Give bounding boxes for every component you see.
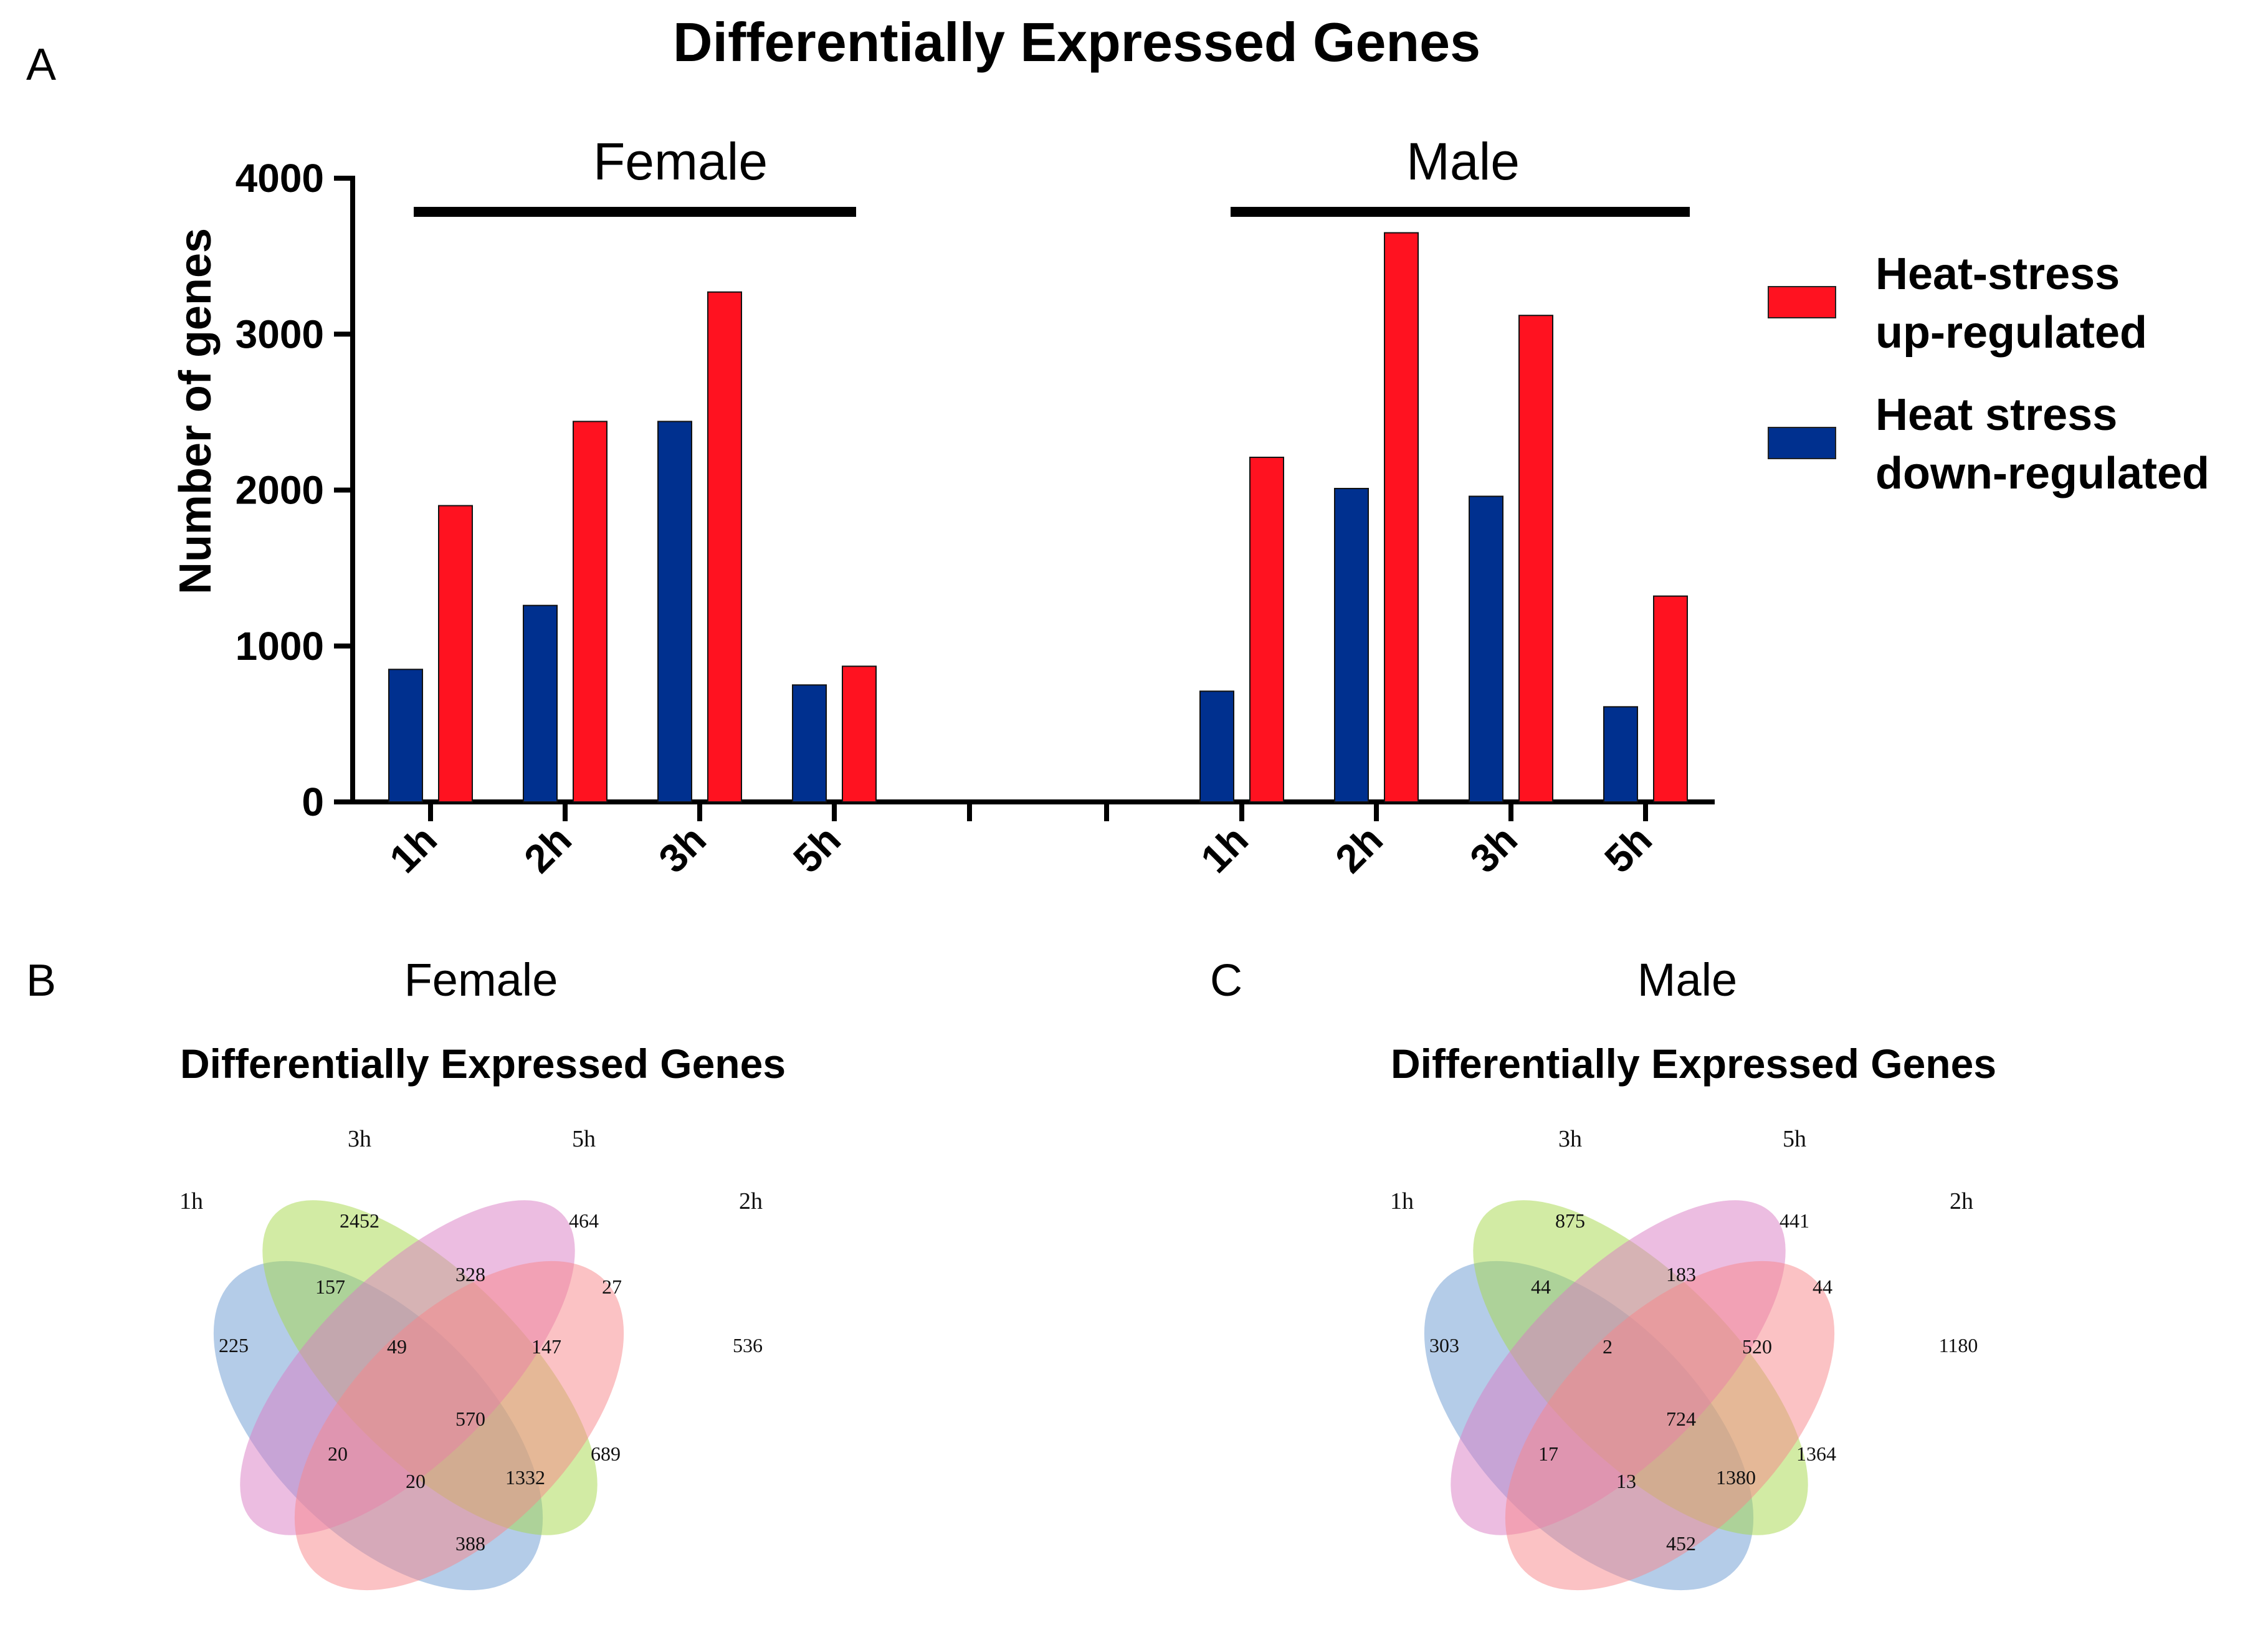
x-tick-label: 5h [1596, 817, 1660, 882]
venn-male-title: Differentially Expressed Genes [1391, 1041, 1996, 1087]
bar-down [1199, 690, 1234, 803]
venn-male-diagram: 1h 3h 5h 2h 303 875 441 1180 44 183 44 2 520 724 1… [1390, 1126, 1978, 1591]
y-tick-label: 2000 [236, 468, 324, 513]
venn-region-value: 225 [219, 1334, 249, 1356]
venn-female-panel-label: Female [404, 954, 558, 1006]
bar-up [1384, 232, 1419, 803]
venn-region-value: 27 [602, 1275, 622, 1298]
x-tick-label: 2h [515, 817, 580, 882]
venn-female-set-label-1h: 1h [179, 1188, 203, 1214]
venn-male-ellipse-2h [1505, 1261, 1835, 1591]
venn-male-panel: C Male Differentially Expressed Genes 1h… [1210, 954, 1996, 1591]
y-tick-label: 1000 [236, 624, 324, 669]
legend: Heat-stress up-regulated Heat stress dow… [1768, 249, 2209, 498]
legend-swatch-up [1768, 286, 1836, 318]
venn-female-panel: B Female Differentially Expressed Genes … [26, 954, 786, 1591]
x-tick-label: 3h [650, 817, 715, 882]
venn-region-value: 388 [455, 1532, 485, 1555]
venn-female-region-values: 225 2452 464 536 157 328 27 49 147 570 20 20 1332 689… [219, 1209, 763, 1555]
bar-up [1653, 595, 1688, 803]
venn-female-set-label-2h: 2h [739, 1188, 763, 1214]
venn-region-value: 157 [315, 1275, 345, 1298]
venn-male-set-label-5h: 5h [1783, 1126, 1806, 1152]
y-axis-label: Number of genes [171, 228, 221, 594]
legend-label-down-line2: down-regulated [1875, 449, 2209, 498]
venn-region-value: 328 [455, 1263, 485, 1285]
x-tick-label: 2h [1327, 817, 1391, 882]
venn-region-value: 441 [1780, 1209, 1809, 1232]
venn-region-value: 689 [591, 1442, 621, 1465]
venn-female-ellipse-2h [294, 1261, 624, 1591]
bar-down [388, 669, 423, 803]
bar-up [438, 505, 473, 803]
legend-label-down-line1: Heat stress [1875, 390, 2117, 440]
panel-letter-b: B [26, 956, 56, 1006]
x-tick-label: 1h [1192, 817, 1257, 882]
panel-letter-c: C [1210, 956, 1242, 1006]
bar-down [523, 604, 558, 803]
venn-female-diagram: 1h 3h 5h 2h 225 2452 464 536 157 328 27 49 147 57… [179, 1126, 763, 1591]
venn-region-value: 452 [1666, 1532, 1696, 1555]
legend-label-up-line2: up-regulated [1875, 308, 2147, 358]
venn-region-value: 20 [406, 1470, 426, 1492]
male-group-label: Male [1406, 132, 1520, 191]
venn-male-set-label-2h: 2h [1950, 1188, 1973, 1214]
legend-swatch-down [1768, 427, 1836, 459]
venn-female-set-label-5h: 5h [572, 1126, 596, 1152]
venn-female-set-label-3h: 3h [348, 1126, 371, 1152]
venn-region-value: 13 [1616, 1470, 1636, 1492]
bar-down [657, 421, 692, 803]
venn-region-value: 183 [1666, 1263, 1696, 1285]
venn-region-value: 464 [569, 1209, 599, 1232]
venn-region-value: 1180 [1939, 1334, 1978, 1356]
venn-male-set-label-1h: 1h [1390, 1188, 1414, 1214]
bar-up [1249, 456, 1284, 803]
bar-up [842, 665, 877, 803]
venn-region-value: 17 [1538, 1442, 1558, 1465]
venn-region-value: 147 [531, 1335, 561, 1358]
x-tick-label: 1h [381, 817, 446, 882]
venn-male-panel-label: Male [1637, 954, 1737, 1006]
bar-chart-title: Differentially Expressed Genes [673, 11, 1480, 73]
bar-down [1603, 706, 1638, 803]
venn-region-value: 1380 [1716, 1466, 1756, 1489]
x-tick-label: 3h [1461, 817, 1526, 882]
bar-chart-panel: A Differentially Expressed Genes Female … [26, 11, 2209, 882]
female-group-label: Female [593, 132, 768, 191]
bars [388, 232, 1688, 803]
y-tick-label: 0 [302, 779, 324, 824]
venn-region-value: 49 [387, 1335, 407, 1358]
y-tick-label: 3000 [236, 312, 324, 356]
venn-region-value: 44 [1531, 1275, 1551, 1298]
x-ticks: 1h 2h 3h 5h 1h 2h 3h 5h [381, 802, 1660, 882]
bar-up [573, 421, 608, 803]
venn-region-value: 303 [1429, 1334, 1459, 1356]
venn-region-value: 570 [455, 1408, 485, 1430]
venn-region-value: 2452 [340, 1209, 379, 1232]
venn-male-set-label-3h: 3h [1558, 1126, 1582, 1152]
bar-down [1469, 495, 1503, 803]
venn-region-value: 536 [733, 1334, 763, 1356]
panel-letter-a: A [26, 40, 56, 90]
venn-region-value: 724 [1666, 1408, 1696, 1430]
y-ticks: 0 1000 2000 3000 4000 [236, 156, 353, 824]
y-tick-label: 4000 [236, 156, 324, 201]
venn-male-region-values: 303 875 441 1180 44 183 44 2 520 724 17 13 1380 1364 4… [1429, 1209, 1978, 1555]
venn-region-value: 875 [1555, 1209, 1585, 1232]
bar-down [792, 684, 827, 803]
bar-up [1518, 315, 1553, 803]
venn-region-value: 520 [1742, 1335, 1772, 1358]
bar-up [707, 291, 742, 803]
venn-region-value: 1364 [1796, 1442, 1836, 1465]
venn-region-value: 44 [1813, 1275, 1832, 1298]
venn-region-value: 20 [328, 1442, 348, 1465]
legend-label-up-line1: Heat-stress [1875, 249, 2120, 299]
venn-region-value: 2 [1603, 1335, 1613, 1358]
x-tick-label: 5h [784, 817, 849, 882]
venn-region-value: 1332 [505, 1466, 545, 1489]
bar-down [1334, 487, 1369, 803]
venn-female-title: Differentially Expressed Genes [180, 1041, 786, 1087]
